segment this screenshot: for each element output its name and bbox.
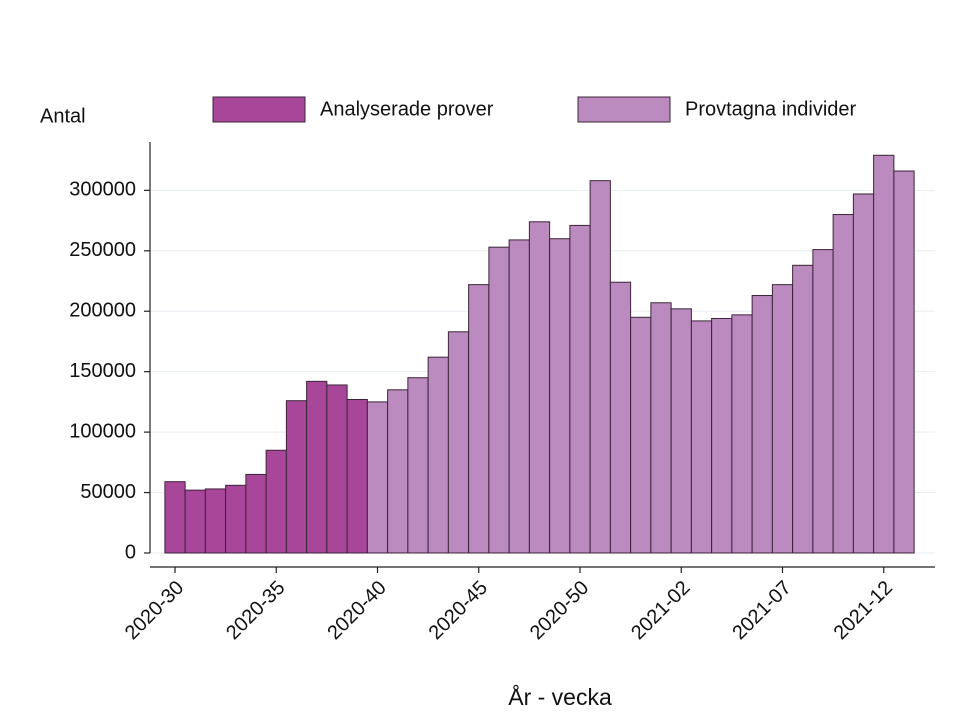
bar	[812, 249, 834, 554]
bar	[852, 193, 875, 554]
bar	[366, 401, 389, 554]
y-tick-label: 50000	[80, 481, 136, 503]
bar	[549, 238, 571, 554]
bar	[751, 295, 773, 554]
y-tick-label: 0	[125, 541, 136, 563]
bar	[650, 302, 672, 554]
bar	[711, 317, 733, 554]
bar	[447, 331, 470, 554]
bar	[771, 284, 794, 554]
bar	[508, 239, 530, 554]
bar	[164, 481, 186, 554]
bar	[468, 284, 490, 554]
legend-label: Provtagna individer	[685, 98, 857, 120]
bar	[265, 449, 287, 554]
bar	[204, 488, 227, 554]
bar	[285, 400, 308, 554]
bar	[630, 316, 652, 554]
y-tick-label: 150000	[69, 360, 136, 382]
bar	[306, 380, 328, 554]
x-axis-label: År - vecka	[508, 683, 612, 710]
bar	[569, 224, 591, 554]
bar	[670, 308, 692, 554]
legend-swatch	[212, 96, 306, 123]
bar	[245, 473, 267, 554]
bar	[589, 180, 611, 554]
bar	[832, 214, 854, 554]
bar	[792, 264, 814, 554]
legend-swatch	[577, 96, 671, 123]
legend-label: Analyserade prover	[320, 98, 494, 120]
y-tick-label: 300000	[69, 179, 136, 201]
y-axis-label: Antal	[40, 105, 86, 127]
bar	[488, 246, 510, 554]
y-tick-label: 250000	[69, 239, 136, 261]
bar	[225, 484, 247, 554]
bar	[609, 281, 632, 554]
bar	[184, 489, 206, 554]
y-tick-label: 100000	[69, 420, 136, 442]
bar	[731, 314, 753, 554]
bar	[873, 154, 895, 554]
bar	[346, 398, 368, 554]
bar	[690, 320, 713, 554]
bar	[326, 384, 348, 554]
bar	[893, 170, 915, 554]
bar	[387, 389, 409, 554]
bar	[407, 377, 429, 554]
y-tick-label: 200000	[69, 300, 136, 322]
bar	[528, 221, 551, 554]
bar	[427, 356, 449, 554]
